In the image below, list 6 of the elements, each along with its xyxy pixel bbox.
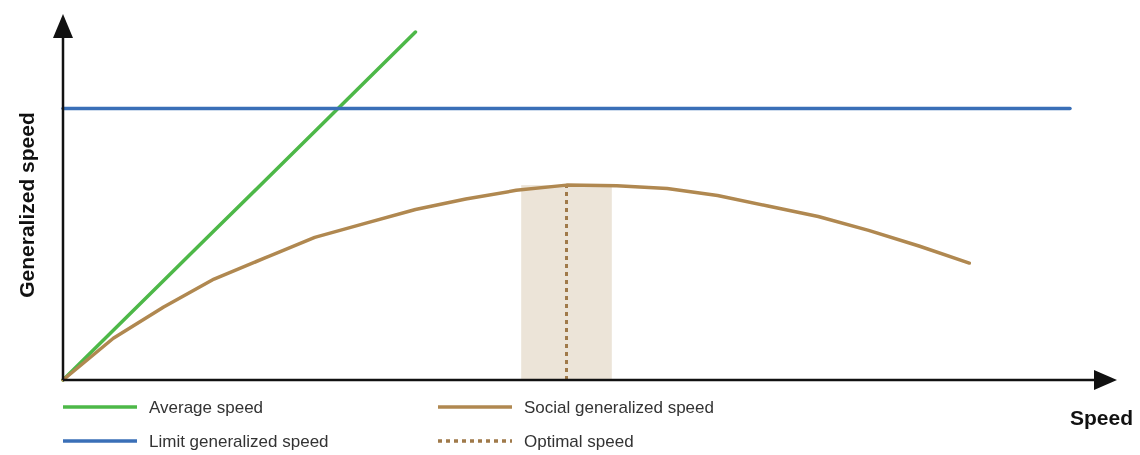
legend-label: Social generalized speed	[524, 398, 714, 417]
x-axis-title: Speed	[1069, 406, 1133, 429]
legend-label: Average speed	[149, 398, 264, 417]
y-axis-title: Generalized speed	[15, 112, 38, 298]
text: Optimal speed	[524, 432, 634, 451]
legend-label: Limit generalized speed	[149, 432, 329, 451]
